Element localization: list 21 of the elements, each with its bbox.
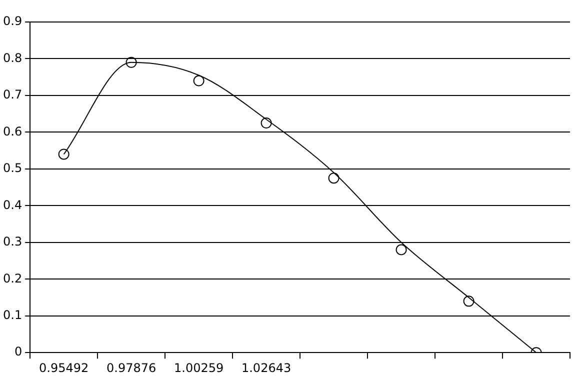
y-tick-label: 0.3 bbox=[2, 234, 22, 249]
point bbox=[126, 56, 137, 68]
y-tick-label: 0.6 bbox=[2, 124, 22, 138]
x-tick-label: 1.02643 bbox=[241, 360, 292, 375]
y-tick-label: 0.4 bbox=[2, 198, 22, 212]
x-tick-label: 0.95492 bbox=[39, 360, 89, 375]
x-tick-label: 0.97876 bbox=[106, 360, 156, 375]
point bbox=[193, 75, 204, 86]
point bbox=[58, 148, 70, 160]
y-tick-label: 0 bbox=[14, 344, 22, 359]
y-tick-label: 0.9 bbox=[2, 14, 22, 28]
point bbox=[328, 172, 340, 184]
point bbox=[463, 296, 474, 307]
y-tick-label: 0.8 bbox=[2, 50, 22, 65]
y-tick-label: 0.1 bbox=[2, 308, 22, 322]
x-tick-label: 1.00259 bbox=[174, 360, 224, 375]
y-tick-label: 0.5 bbox=[2, 161, 22, 176]
point bbox=[260, 118, 272, 129]
point bbox=[396, 244, 407, 256]
y-tick-label: 0.2 bbox=[2, 271, 22, 286]
y-tick-label: 0.7 bbox=[2, 88, 22, 102]
